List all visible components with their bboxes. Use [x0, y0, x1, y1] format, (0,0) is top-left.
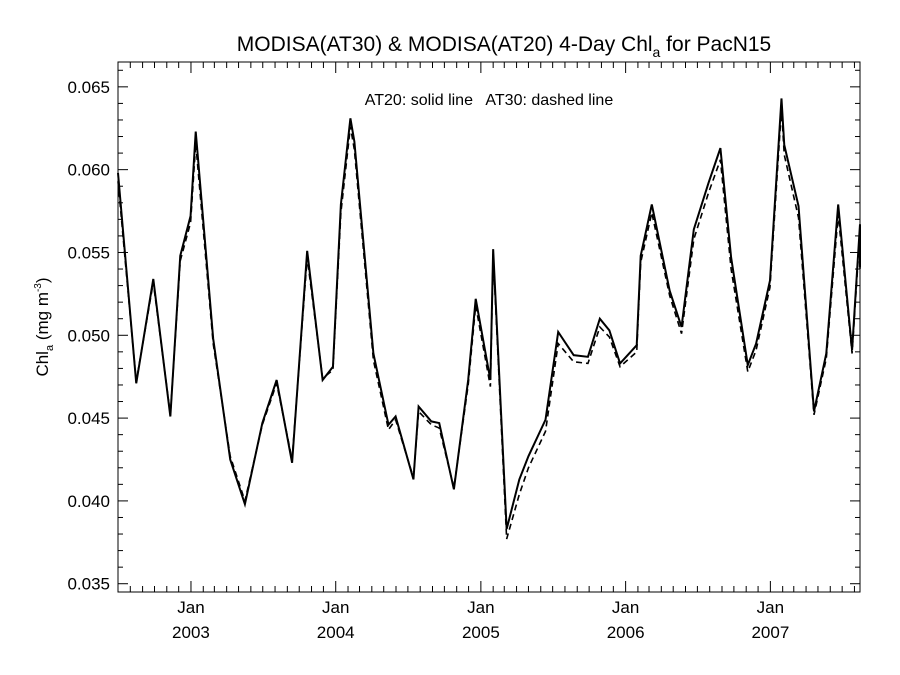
- y-axis-label: Chla (mg m-3): [33, 277, 56, 376]
- x-axis: Jan 2003 Jan 2004 Jan 2005 Jan 2006 Jan 2007: [117, 62, 855, 642]
- x-tick-label-year: 2005: [462, 623, 500, 642]
- y-tick-label: 0.055: [67, 243, 110, 262]
- series-annotation: AT20: solid line AT30: dashed line: [365, 92, 614, 109]
- chart-title-subscript: a: [653, 44, 661, 60]
- x-tick-label-year: 2006: [607, 623, 645, 642]
- series-line-at20: [117, 98, 861, 530]
- y-axis: 0.035 0.040 0.045 0.050 0.055 0.060 0.065: [67, 69, 860, 594]
- plot-frame: [117, 61, 861, 593]
- series-line-at30: [117, 108, 861, 540]
- y-axis-label-main: Chl: [33, 351, 52, 377]
- chart-title-main: MODISA(AT30) & MODISA(AT20) 4-Day Chl: [237, 33, 653, 56]
- x-tick-label-month: Jan: [322, 598, 349, 617]
- y-tick-label: 0.035: [67, 575, 110, 594]
- series-lines: [117, 98, 861, 540]
- chart-title: MODISA(AT30) & MODISA(AT20) 4-Day Chla f…: [237, 33, 771, 60]
- y-tick-label: 0.050: [67, 326, 110, 345]
- x-tick-label-month: Jan: [177, 598, 204, 617]
- y-tick-label: 0.060: [67, 161, 110, 180]
- y-tick-label: 0.045: [67, 409, 110, 428]
- x-tick-label-month: Jan: [612, 598, 639, 617]
- x-tick-label-year: 2004: [317, 623, 355, 642]
- chart-title-suffix: for PacN15: [660, 33, 771, 56]
- x-tick-label-year: 2007: [751, 623, 789, 642]
- y-axis-label-subscript: a: [44, 344, 56, 351]
- x-tick-label-year: 2003: [172, 623, 210, 642]
- x-tick-label-month: Jan: [757, 598, 784, 617]
- x-tick-label-month: Jan: [467, 598, 494, 617]
- y-tick-label: 0.065: [67, 78, 110, 97]
- y-axis-label-units-close: ): [33, 277, 52, 283]
- y-axis-label-superscript: -3: [33, 283, 44, 292]
- y-axis-label-units: (mg m: [33, 292, 52, 345]
- y-tick-label: 0.040: [67, 492, 110, 511]
